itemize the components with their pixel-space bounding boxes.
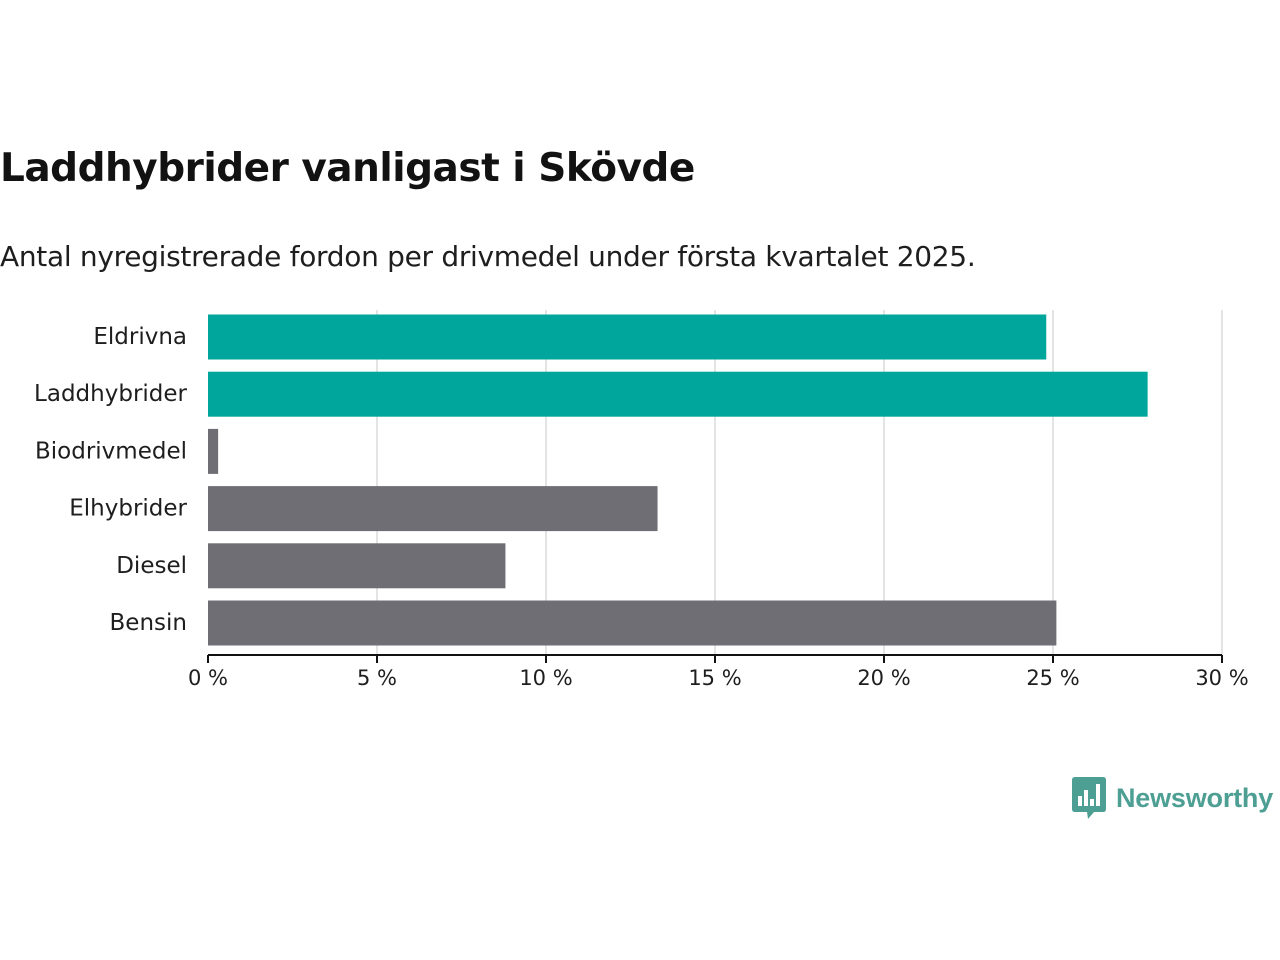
bar-bensin (208, 600, 1057, 646)
x-tick-label: 0 % (188, 666, 228, 690)
bar-laddhybrider (208, 371, 1148, 417)
x-tick-label: 25 % (1026, 666, 1079, 690)
logo-bar-3 (1090, 799, 1094, 806)
bar-eldrivna (208, 314, 1047, 360)
category-label: Diesel (116, 553, 187, 579)
category-label: Eldrivna (93, 324, 187, 350)
category-label: Laddhybrider (34, 381, 187, 407)
logo-bubble (1072, 777, 1106, 819)
bars (208, 314, 1148, 646)
logo-bar-4 (1096, 784, 1100, 806)
x-tick-label: 10 % (519, 666, 572, 690)
bar-chart: 0 % 5 % 10 % 15 % 20 % 25 % 30 % Eldrivna Laddh… (34, 310, 1249, 690)
brand-name: Newsworthy (1116, 782, 1274, 813)
chart-title: Laddhybrider vanligast i Skövde (0, 146, 695, 191)
category-label: Biodrivmedel (35, 438, 187, 464)
logo-bar-1 (1078, 796, 1082, 806)
category-label: Elhybrider (69, 496, 187, 522)
chart-subtitle: Antal nyregistrerade fordon per drivmede… (0, 240, 976, 273)
x-tick-label: 30 % (1195, 666, 1248, 690)
x-tick-label: 5 % (357, 666, 397, 690)
gridlines (376, 310, 1223, 655)
x-tick-label: 20 % (857, 666, 910, 690)
x-tick-label: 15 % (688, 666, 741, 690)
category-labels: Eldrivna Laddhybrider Biodrivmedel Elhybrid… (34, 324, 187, 636)
x-axis: 0 % 5 % 10 % 15 % 20 % 25 % 30 % (188, 654, 1249, 690)
bar-chart-speech-bubble-icon (1072, 777, 1106, 819)
bar-diesel (208, 543, 506, 589)
category-label: Bensin (110, 610, 187, 636)
brand-logo: Newsworthy (1072, 776, 1273, 820)
logo-bar-2 (1084, 790, 1088, 806)
bar-elhybrider (208, 486, 658, 532)
bar-biodrivmedel (208, 428, 219, 474)
